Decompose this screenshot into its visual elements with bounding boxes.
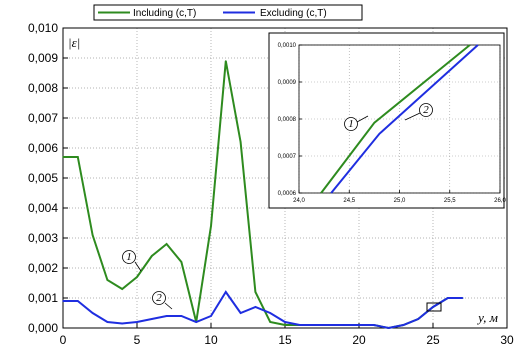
data-point [417,318,419,320]
series-2-marker-label: 2 [156,292,162,304]
y-tick-label: 0,010 [28,21,58,35]
x-tick-label: 5 [134,333,141,347]
y-tick-label: 0,003 [28,231,58,245]
legend-label-2: Excluding (c,T) [260,8,327,19]
data-point [107,279,109,281]
data-point [284,321,286,323]
y-tick-label: 0,004 [28,201,58,215]
data-point [373,324,375,326]
x-tick-label: 20 [352,333,366,347]
data-point [299,324,301,326]
data-point [314,324,316,326]
inset-x-tick-label: 24,5 [343,198,355,204]
series-1-marker-label: 1 [126,251,132,263]
inset-y-tick-label: 0,0009 [278,80,297,86]
data-point [447,297,449,299]
data-point [269,321,271,323]
y-tick-label: 0,009 [28,51,58,65]
data-point [358,324,360,326]
x-tick-label: 10 [204,333,218,347]
series-line-2 [63,292,463,328]
legend-label-1: Including (c,T) [133,8,196,19]
y-tick-label: 0,008 [28,81,58,95]
y-tick-label: 0,001 [28,291,58,305]
series-1-marker-leader [135,262,141,271]
data-point [77,156,79,158]
data-point [195,321,197,323]
x-axis-label: y, м [476,310,498,325]
inset-x-tick-label: 25,0 [394,198,406,204]
data-point [269,312,271,314]
inset-series-1-marker-label: 1 [348,118,354,130]
x-tick-label: 25 [426,333,440,347]
data-point [432,306,434,308]
data-point [388,327,390,329]
data-point [136,321,138,323]
y-tick-label: 0,005 [28,171,58,185]
x-tick-label: 15 [278,333,292,347]
data-point [166,243,168,245]
data-point [255,291,257,293]
data-point [284,324,286,326]
data-point [240,312,242,314]
data-point [121,323,123,325]
inset-x-tick-label: 26,0 [494,198,506,204]
inset-panel [269,33,504,208]
x-tick-label: 0 [60,333,67,347]
x-tick-label: 30 [500,333,514,347]
data-point [121,288,123,290]
data-point [62,300,64,302]
data-point [210,315,212,317]
data-point [403,324,405,326]
data-point [181,315,183,317]
data-point [240,141,242,143]
data-point [210,225,212,227]
inset-y-tick-label: 0,0006 [278,191,297,197]
legend: Including (c,T) Excluding (c,T) [94,5,362,20]
series-2-marker-leader [165,303,172,309]
data-point [225,291,227,293]
inset-x-tick-label: 25,5 [444,198,456,204]
data-point [62,156,64,158]
data-point [225,60,227,62]
data-point [151,255,153,257]
inset-chart: 24,0 24,5 25,0 25,5 26,0 0,0006 0,0007 0,0008 0,… [269,33,506,208]
data-point [462,297,464,299]
inset-x-tick-label: 24,0 [293,198,305,204]
data-point [166,315,168,317]
inset-y-tick-label: 0,0008 [278,117,297,123]
data-point [151,318,153,320]
data-point [329,324,331,326]
inset-y-tick-label: 0,0010 [278,43,297,49]
data-point [136,276,138,278]
data-point [92,312,94,314]
data-point [92,234,94,236]
y-tick-label: 0,007 [28,111,58,125]
inset-y-tick-label: 0,0007 [278,154,297,160]
data-point [255,306,257,308]
y-tick-label: 0,006 [28,141,58,155]
inset-series-2-marker-label: 2 [423,104,429,116]
y-tick-label: 0,000 [28,321,58,335]
data-point [343,324,345,326]
data-point [181,261,183,263]
y-tick-label: 0,002 [28,261,58,275]
data-point [107,321,109,323]
y-axis-label: |ε| [68,35,80,50]
main-markers: 12 [123,251,442,312]
data-point [77,300,79,302]
